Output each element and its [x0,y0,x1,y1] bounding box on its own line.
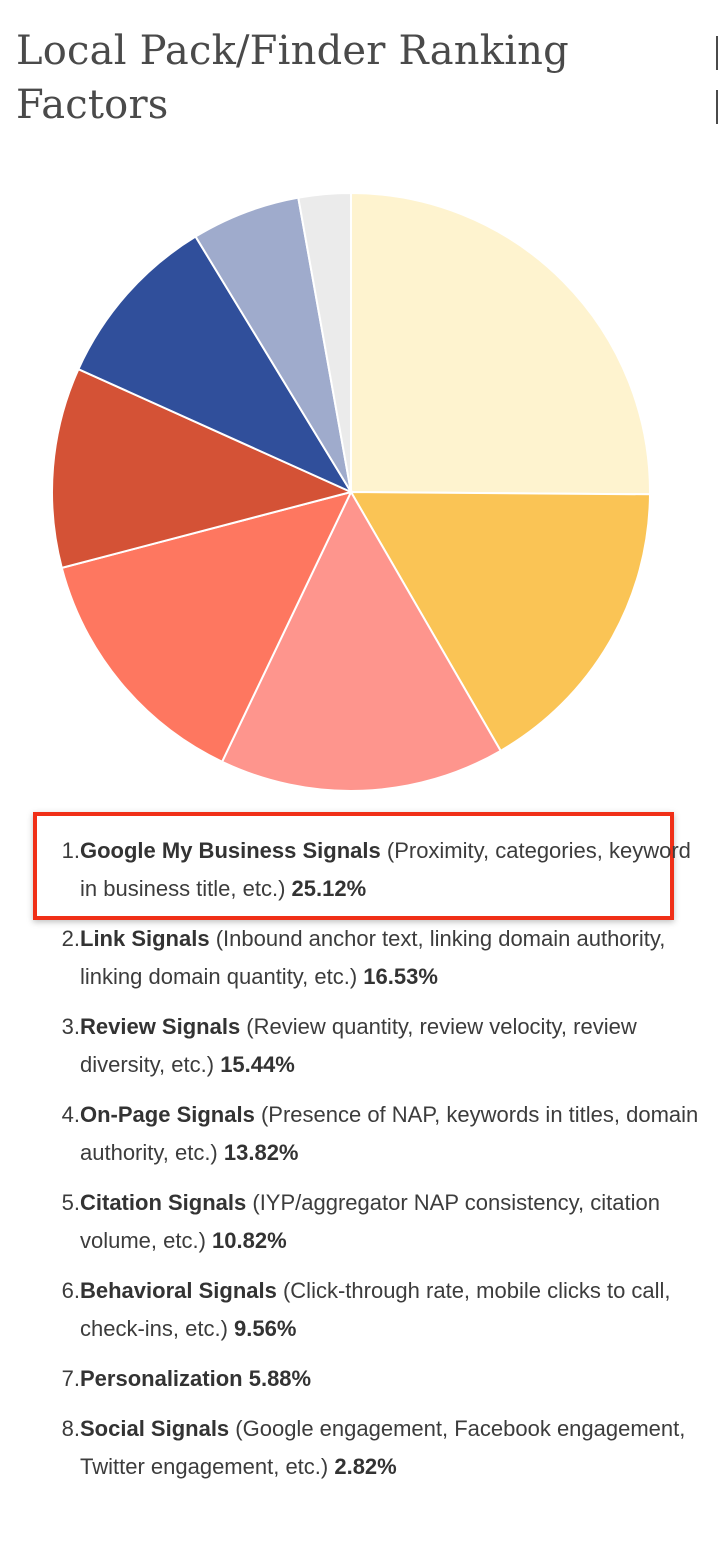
list-item: 3. Review Signals (Review quantity, revi… [50,1008,700,1084]
factor-percentage: 5.88% [248,1366,312,1391]
list-item-number: 7. [61,1366,80,1391]
list-item-body: Social Signals (Google engagement, Faceb… [80,1410,700,1486]
list-item-number: 3. [61,1014,80,1039]
pie-slice-google-my-business-signals [350,191,651,496]
pie-slice-link-signals [349,490,651,753]
list-item-body: On-Page Signals (Presence of NAP, keywor… [80,1096,700,1172]
list-item-number: 1. [61,838,80,863]
list-item-body: Citation Signals (IYP/aggregator NAP con… [80,1184,700,1260]
list-item: 6. Behavioral Signals (Click-through rat… [50,1272,700,1348]
factor-name: Review Signals [80,1014,241,1039]
factor-description: (IYP/aggregator NAP consistency, citatio… [80,1190,660,1253]
list-item-number: 4. [61,1102,80,1127]
factor-name: Personalization [80,1366,243,1391]
list-item: 1. Google My Business Signals (Proximity… [50,832,700,908]
factor-name: Social Signals [80,1416,230,1441]
factor-percentage: 13.82% [223,1140,299,1165]
factor-percentage: 9.56% [234,1316,297,1341]
list-item-number: 6. [61,1278,80,1303]
pie-slice-citation-signals [51,367,354,570]
factor-percentage: 10.82% [212,1228,287,1253]
list-item-number: 8. [61,1416,80,1441]
factor-description: (Google engagement, Facebook engagement,… [80,1416,686,1479]
list-item-body: Google My Business Signals (Proximity, c… [80,832,700,908]
list-item-number: 2. [61,926,80,951]
factor-name: Link Signals [80,926,210,951]
clipped-neighbor-title-fragment [716,90,724,124]
factor-name: On-Page Signals [80,1102,255,1127]
list-item-body: Behavioral Signals (Click-through rate, … [80,1272,700,1348]
clipped-neighbor-title-fragment [716,36,724,70]
list-item: 5. Citation Signals (IYP/aggregator NAP … [50,1184,700,1260]
list-item: 2. Link Signals (Inbound anchor text, li… [50,920,700,996]
list-item-body: Review Signals (Review quantity, review … [80,1008,700,1084]
pie-slice-behavioral-signals [77,235,354,495]
factor-name: Citation Signals [80,1190,247,1215]
page-title: Local Pack/Finder Ranking Factors [16,28,569,128]
factor-name: Google My Business Signals [80,838,381,863]
factor-description: (Proximity, categories, keyword in busin… [80,838,691,901]
list-item: 4. On-Page Signals (Presence of NAP, key… [50,1096,700,1172]
pie-slice-review-signals [220,489,503,792]
factor-description: (Presence of NAP, keywords in titles, do… [80,1102,699,1165]
factor-description: (Review quantity, review velocity, revie… [80,1014,637,1077]
factor-list: 1. Google My Business Signals (Proximity… [50,832,700,1498]
factor-percentage: 25.12% [291,876,367,901]
factor-percentage: 2.82% [334,1454,397,1479]
list-item-number: 5. [61,1190,80,1215]
factor-percentage: 15.44% [220,1052,295,1077]
factor-name: Behavioral Signals [80,1278,277,1303]
list-item-body: Link Signals (Inbound anchor text, linki… [80,920,700,996]
list-item: 8. Social Signals (Google engagement, Fa… [50,1410,700,1486]
list-item: 7. Personalization 5.88% [50,1360,700,1398]
pie-slice-social-signals [297,191,352,493]
factor-description: (Click-through rate, mobile clicks to ca… [80,1278,671,1341]
factor-percentage: 16.53% [363,964,438,989]
pie-chart [51,191,651,792]
pie-slice-on-page-signals [60,490,353,764]
list-item-body: Personalization 5.88% [80,1360,700,1398]
factor-description: (Inbound anchor text, linking domain aut… [80,926,666,989]
